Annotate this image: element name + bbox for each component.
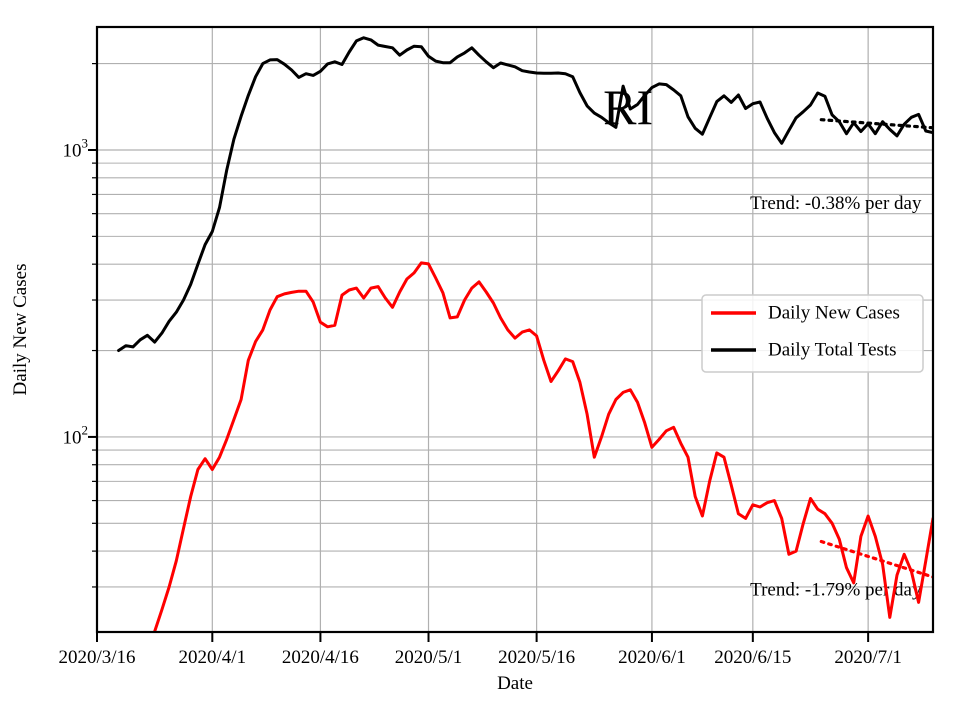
y-tick-label: 103 (63, 135, 89, 161)
series-group (117, 36, 933, 632)
legend-label-daily-total-tests: Daily Total Tests (768, 340, 897, 361)
trend-line-cases-trend (819, 539, 933, 579)
series-line-daily-total-tests (117, 36, 933, 352)
trend-line-tests-trend (819, 118, 933, 130)
legend-label-daily-new-cases: Daily New Cases (768, 303, 900, 324)
annotation-state-label: RI (603, 79, 653, 135)
y-tick-label: 102 (63, 422, 89, 448)
x-tick-label: 2020/5/1 (395, 647, 463, 668)
grid-group (96, 27, 933, 632)
annotation-trend-tests-label: Trend: -0.38% per day (750, 193, 922, 214)
x-tick-label: 2020/5/16 (498, 647, 575, 668)
legend-box (701, 294, 924, 373)
x-axis-title: Date (497, 673, 533, 694)
annotation-trend-cases-label: Trend: -1.79% per day (750, 579, 922, 600)
legend: Daily New Cases Daily Total Tests (701, 294, 924, 373)
annotations-group: RI Trend: -0.38% per day Trend: -1.79% per… (603, 79, 922, 600)
plot-border (95, 25, 935, 634)
x-tick-label: 2020/4/16 (282, 647, 359, 668)
x-tick-label: 2020/6/1 (618, 647, 686, 668)
y-axis-title: Daily New Cases (10, 264, 31, 396)
series-line-daily-new-cases (153, 261, 933, 632)
x-tick-label: 2020/7/1 (834, 647, 902, 668)
x-tick-label: 2020/6/15 (714, 647, 791, 668)
x-tick-label: 2020/3/16 (58, 647, 135, 668)
x-tick-label: 2020/4/1 (179, 647, 247, 668)
ticks-group (88, 63, 870, 642)
